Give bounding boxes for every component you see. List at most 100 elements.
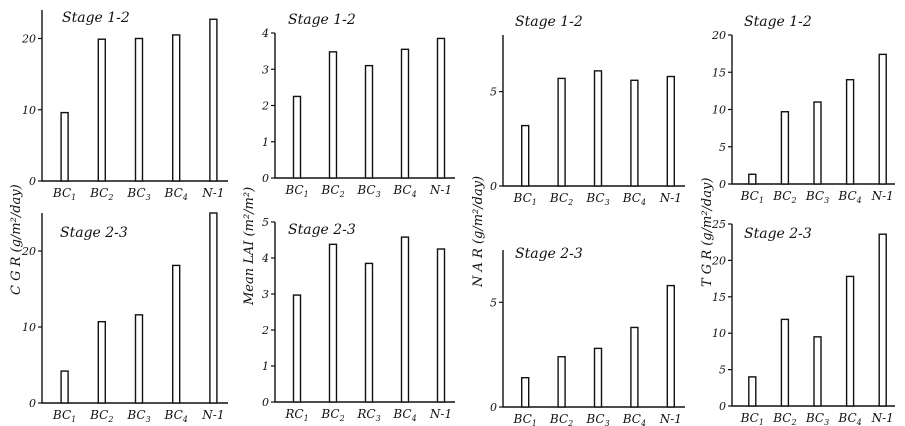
panel-8-bar-4: [845, 275, 855, 407]
panel-1-category-label: N-1: [201, 186, 224, 200]
panel-1-bar-4: [171, 34, 181, 182]
panel-2-bar-2: [328, 51, 338, 179]
panel-6-ytick-label: 2: [261, 324, 269, 337]
panel-7-title: Stage 2-3: [515, 246, 583, 262]
panel-7-category-label: BC2: [549, 412, 573, 426]
panel-5-category-label: N-1: [201, 408, 224, 422]
panel-6-ytick-label: 1: [262, 360, 269, 373]
panel-6-bar-3: [364, 262, 374, 403]
panel-3-bar-1: [521, 124, 530, 187]
panel-7-bar-3: [593, 347, 603, 408]
panel-4-ytick-label: 0: [719, 178, 726, 191]
panel-1-category-label: BC4: [164, 186, 188, 202]
panel-4-ytick-label: 10: [712, 104, 726, 117]
ylabel-lai: Mean LAI (m²/m²): [242, 187, 257, 306]
panel-2-bar-5: [436, 37, 446, 179]
panel-3-category-label: N-1: [659, 191, 682, 205]
panel-7-bar-1: [521, 376, 530, 408]
panel-8-category-label: BC2: [772, 411, 796, 426]
panel-7-ytick-label: 5: [490, 296, 497, 309]
panel-5-bar-2: [97, 320, 107, 404]
panel-1-title: Stage 1-2: [62, 10, 130, 26]
panel-5-ytick-label: 0: [29, 397, 36, 410]
panel-4-bar-5: [878, 53, 887, 185]
panel-5-title: Stage 2-3: [60, 225, 128, 241]
panel-4-ytick-label: 15: [712, 66, 726, 79]
panel-3-ytick-label: 0: [490, 180, 497, 193]
panel-1-category-label: BC1: [52, 186, 76, 202]
panel-4-category-label: BC1: [740, 189, 764, 205]
panel-8-ytick-label: 15: [712, 291, 726, 304]
panel-7-bar-5: [666, 284, 675, 408]
panel-6-bar-4: [400, 236, 410, 403]
panel-6-ytick-label: 4: [261, 252, 269, 265]
panel-8-ytick-label: 25: [711, 218, 726, 231]
panel-2-category-label: BC4: [392, 183, 416, 199]
panel-4-ytick-label: 5: [719, 141, 726, 154]
panel-6-category-label: BC2: [320, 407, 344, 423]
panel-8-ytick-label: 20: [711, 254, 726, 267]
panel-5-ytick-label: 20: [21, 245, 36, 258]
panel-8-bar-5: [878, 233, 887, 407]
panel-8-ytick-label: 5: [719, 364, 726, 377]
panel-7-category-label: BC4: [622, 412, 646, 426]
ylabel-tgr: T G R (g/m²/day): [700, 178, 715, 287]
panel-2-bar-4: [400, 48, 410, 179]
panel-8-bar-3: [813, 336, 822, 407]
panel-3-ytick-label: 5: [490, 86, 497, 99]
panel-2-ytick-label: 1: [262, 136, 269, 149]
panel-4-category-label: BC4: [837, 189, 861, 205]
panel-7-bar-2: [557, 356, 566, 408]
panel-6-category-label: RC1: [284, 407, 308, 423]
panel-8-category-label: BC4: [837, 411, 861, 426]
panel-8-category-label: BC1: [740, 411, 764, 426]
panel-4-title: Stage 1-2: [744, 14, 812, 30]
panel-8-ytick-label: 10: [712, 327, 726, 340]
panel-7-category-label: BC1: [513, 412, 537, 426]
panel-8-bar-2: [780, 318, 790, 407]
panel-8-category-label: BC3: [805, 411, 829, 426]
panel-1-category-label: BC3: [126, 186, 150, 202]
ylabel-cgr: C G R (g/m²/day): [9, 184, 24, 295]
panel-3-bar-4: [630, 79, 639, 187]
panel-1-bar-3: [134, 37, 144, 182]
panel-7-bar-4: [630, 326, 639, 408]
panel-2-category-label: BC1: [284, 183, 308, 199]
panel-1-bar-2: [97, 38, 107, 182]
panel-6-bar-2: [328, 243, 338, 403]
panel-3-bar-5: [666, 75, 675, 187]
panel-3-category-label: BC3: [585, 191, 609, 207]
panel-4-bar-2: [780, 111, 790, 185]
panel-3-bar-3: [593, 70, 603, 187]
panel-2-title: Stage 1-2: [288, 12, 356, 28]
panel-5-bar-3: [134, 314, 144, 404]
panel-7-category-label: BC3: [585, 412, 609, 426]
panel-3-category-label: BC2: [549, 191, 573, 207]
panel-5-bar-4: [171, 264, 181, 404]
panel-1-ytick-label: 0: [29, 175, 36, 188]
panel-1-ytick-label: 10: [22, 104, 36, 117]
panel-7-ytick-label: 0: [490, 401, 497, 414]
panel-1-ytick-label: 20: [21, 33, 36, 46]
panel-5-bar-5: [209, 212, 218, 404]
panel-2-ytick-label: 0: [262, 172, 269, 185]
panel-2-bar-3: [364, 64, 374, 179]
panel-3-category-label: BC4: [622, 191, 646, 207]
panel-1-bar-5: [209, 18, 218, 182]
panel-6-category-label: RC3: [356, 407, 380, 423]
panel-8-ytick-label: 0: [719, 400, 726, 413]
panel-3-category-label: BC1: [513, 191, 537, 207]
panel-3-title: Stage 1-2: [515, 14, 583, 30]
panel-6-category-label: N-1: [429, 407, 452, 421]
panel-8-title: Stage 2-3: [744, 226, 812, 242]
panel-8-bar-1: [748, 376, 757, 407]
panel-2-bar-1: [292, 95, 302, 179]
panel-4-bar-3: [813, 101, 822, 185]
panel-3-bar-2: [557, 77, 566, 187]
panel-6-ytick-label: 5: [262, 216, 269, 229]
panel-2-category-label: N-1: [429, 183, 452, 197]
panel-1-category-label: BC2: [89, 186, 113, 202]
panel-2-ytick-label: 2: [261, 100, 269, 113]
panel-2-category-label: BC2: [320, 183, 344, 199]
